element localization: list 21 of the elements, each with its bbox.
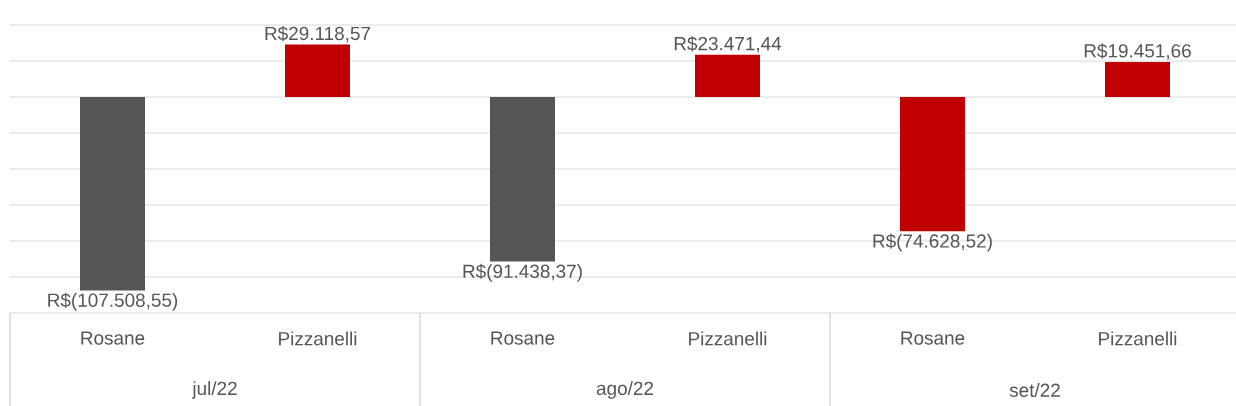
bar xyxy=(80,97,145,291)
data-label: R$29.118,57 xyxy=(265,25,371,43)
x-tick-label: Rosane xyxy=(491,331,555,345)
text: set/22 xyxy=(1009,383,1060,397)
bar xyxy=(285,44,350,97)
bar xyxy=(899,97,965,232)
x-tick-label: Rosane xyxy=(901,331,965,345)
bar xyxy=(695,54,760,97)
text: ago/22 xyxy=(596,381,653,399)
bar xyxy=(1104,61,1170,97)
x-tick-label: Pizzanelli xyxy=(689,331,767,346)
bar xyxy=(490,97,555,262)
data-label: R$19.451,66 xyxy=(1084,43,1191,60)
x-tick-label: Pizzanelli xyxy=(1099,331,1177,346)
text: jul/22 xyxy=(191,381,237,399)
data-label: R$(107.508,55) xyxy=(48,292,178,311)
data-label: R$(91.438,37) xyxy=(463,263,582,282)
x-tick-label: Pizzanelli xyxy=(279,331,357,346)
data-label: R$(74.628,52) xyxy=(873,233,992,252)
x-tick-label: Rosane xyxy=(81,331,145,345)
data-label: R$23.471,44 xyxy=(674,36,782,53)
